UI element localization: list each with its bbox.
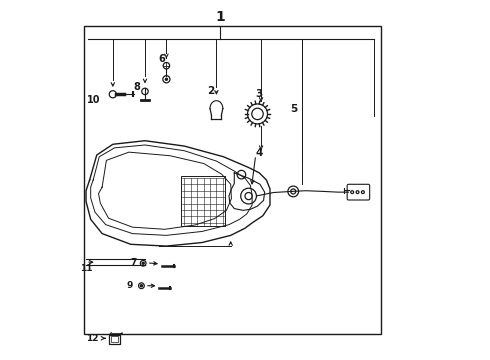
Circle shape: [142, 262, 144, 264]
Text: 2: 2: [207, 86, 214, 96]
Text: 1: 1: [215, 10, 225, 24]
FancyBboxPatch shape: [181, 176, 225, 226]
Text: 10: 10: [87, 95, 100, 105]
Circle shape: [165, 78, 168, 80]
Text: 4: 4: [256, 148, 263, 158]
Bar: [84, 26, 381, 334]
Text: 7: 7: [130, 258, 137, 267]
Circle shape: [140, 285, 143, 287]
Text: 3: 3: [256, 89, 263, 99]
Text: 8: 8: [133, 82, 140, 92]
Text: 6: 6: [158, 54, 165, 64]
Text: 9: 9: [127, 281, 133, 290]
Text: 11: 11: [80, 264, 92, 273]
Text: 12: 12: [86, 334, 98, 343]
Text: 5: 5: [291, 104, 298, 114]
